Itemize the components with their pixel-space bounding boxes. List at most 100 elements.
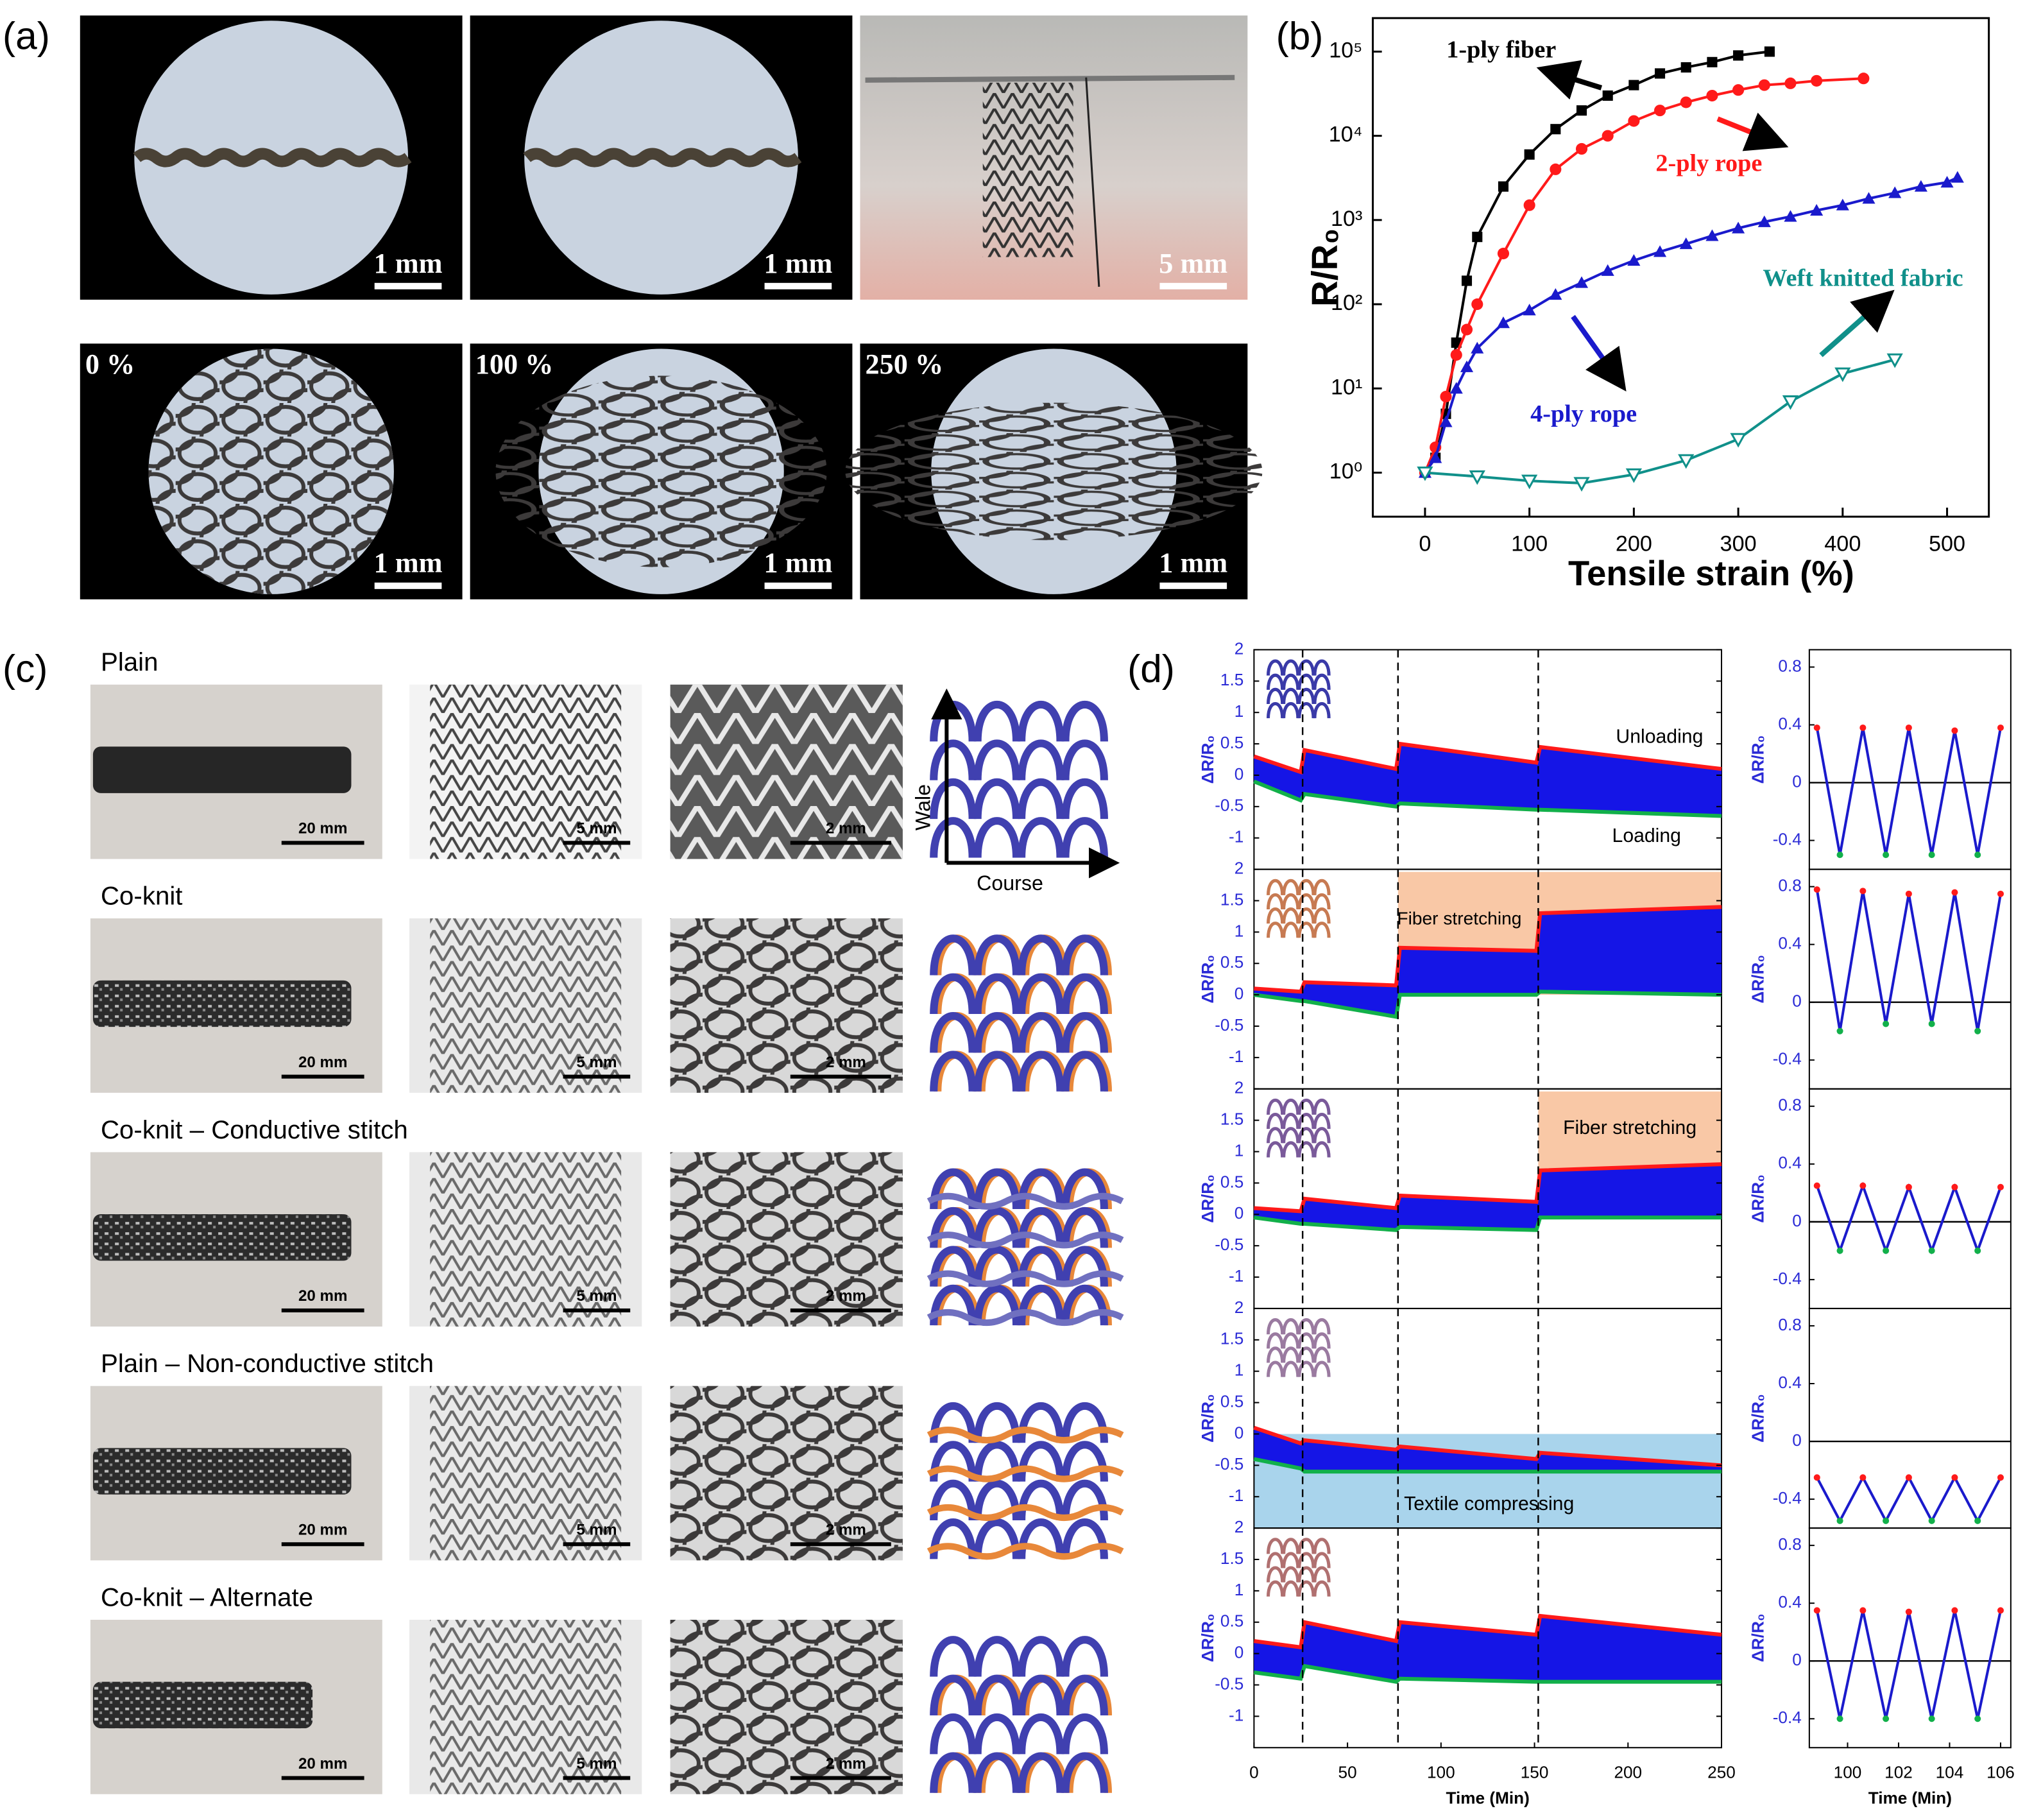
point xyxy=(1928,1715,1935,1722)
knit-loop xyxy=(973,1713,1021,1755)
y-tick-label: 2 xyxy=(1235,1517,1244,1536)
plot-frame xyxy=(1372,17,1990,518)
point xyxy=(1883,1247,1890,1254)
knit-icon xyxy=(1297,1580,1315,1597)
row-title: Plain – Non-conductive stitch xyxy=(101,1349,434,1378)
point xyxy=(1836,198,1849,210)
y-tick-label: 1.5 xyxy=(1220,1329,1243,1348)
series-line xyxy=(1816,1475,2002,1524)
point xyxy=(1497,248,1510,260)
knit-icon xyxy=(1297,893,1315,910)
thread xyxy=(1085,77,1100,287)
knit-loop xyxy=(930,1051,977,1092)
point xyxy=(1573,477,1590,492)
point xyxy=(1472,232,1483,243)
knit-loop xyxy=(930,1207,977,1248)
point xyxy=(1730,433,1747,448)
point xyxy=(1905,1608,1912,1615)
knit-loop xyxy=(1061,739,1108,780)
sample xyxy=(92,1681,313,1729)
knit-loop xyxy=(930,1636,977,1677)
row-title: Co-knit – Alternate xyxy=(101,1583,313,1611)
point xyxy=(1997,1607,2004,1614)
y-axis-label: ΔR/R₀ xyxy=(1748,1394,1767,1443)
strain-label: 250 % xyxy=(866,348,944,380)
scale-bar xyxy=(563,1308,631,1312)
point xyxy=(1429,451,1442,463)
knit-icon xyxy=(1267,879,1285,895)
point xyxy=(1653,245,1667,257)
annotation: Fiber stretching xyxy=(1397,908,1521,929)
knit-icon xyxy=(1267,907,1285,924)
y-tick-label: 1 xyxy=(1235,1580,1244,1599)
point xyxy=(1655,68,1666,79)
annotation-arrow xyxy=(1819,289,1895,357)
knit-icon xyxy=(1282,1127,1300,1144)
scale-bar xyxy=(764,582,832,589)
y-tick-label: 0.8 xyxy=(1778,1315,1801,1334)
point xyxy=(1836,1027,1843,1034)
point xyxy=(1602,130,1614,142)
y-tick-label: 1.5 xyxy=(1220,889,1243,909)
x-tick-label: 104 xyxy=(1936,1762,1964,1781)
point xyxy=(1575,142,1588,155)
point xyxy=(1836,1247,1843,1254)
scale-bar-label: 5 mm xyxy=(1159,248,1227,279)
point xyxy=(1951,727,1958,734)
y-tick-label: 2 xyxy=(1235,639,1244,658)
scale-bar xyxy=(764,282,832,289)
photo-texture xyxy=(430,1620,622,1794)
row-title: Plain xyxy=(101,648,158,676)
point xyxy=(1469,470,1485,485)
knit-mesh xyxy=(495,375,827,567)
point xyxy=(1680,62,1691,73)
knit-loop xyxy=(973,1168,1021,1210)
knit-icon xyxy=(1313,922,1331,938)
inlay-yarn xyxy=(927,1270,1124,1287)
knit-icon xyxy=(1297,1346,1315,1363)
knit-icon xyxy=(1267,1346,1285,1363)
point xyxy=(1859,888,1867,895)
knit-icon xyxy=(1267,659,1285,676)
knit-icon xyxy=(1282,659,1300,676)
knit-loop xyxy=(1018,1636,1064,1677)
point xyxy=(1757,215,1771,227)
knit-icon xyxy=(1313,879,1331,895)
y-tick-label: 0.5 xyxy=(1220,1611,1243,1631)
knit-sample xyxy=(982,82,1073,257)
y-tick-label: 0.5 xyxy=(1220,952,1243,972)
y-tick-label: 0.4 xyxy=(1778,1153,1801,1172)
point xyxy=(1905,1474,1912,1481)
scale-bar xyxy=(790,1542,891,1547)
x-tick-label: 100 xyxy=(1427,1762,1455,1781)
knit-icon xyxy=(1282,1098,1300,1115)
y-tick-label: 10³ xyxy=(1331,207,1362,231)
y-tick-label: 0.4 xyxy=(1778,714,1801,733)
point xyxy=(1524,149,1535,160)
point xyxy=(1905,890,1912,897)
knit-icon xyxy=(1297,1098,1315,1115)
knit-icon xyxy=(1297,1332,1315,1349)
knit-icon xyxy=(1267,1552,1285,1568)
point xyxy=(1628,80,1639,90)
photo-texture xyxy=(670,1152,903,1327)
scale-bar xyxy=(1159,282,1227,289)
scale-bar xyxy=(563,1776,631,1780)
knit-icon xyxy=(1297,1141,1315,1158)
y-tick-label: 0 xyxy=(1235,1203,1244,1223)
needle xyxy=(865,74,1235,83)
x-tick-label: 200 xyxy=(1616,531,1652,556)
point xyxy=(1521,474,1538,490)
scale-bar xyxy=(790,1776,891,1780)
knit-loop xyxy=(973,1479,1021,1521)
scale-bar xyxy=(563,1542,631,1547)
knit-loop xyxy=(1061,1051,1108,1092)
photo-texture xyxy=(430,1386,622,1561)
series-line xyxy=(1815,727,2002,855)
point xyxy=(1905,1183,1912,1190)
point xyxy=(1974,1247,1981,1254)
point xyxy=(1653,105,1666,117)
point xyxy=(1758,79,1770,91)
y-tick-label: 10¹ xyxy=(1331,375,1362,399)
point xyxy=(1813,724,1820,732)
